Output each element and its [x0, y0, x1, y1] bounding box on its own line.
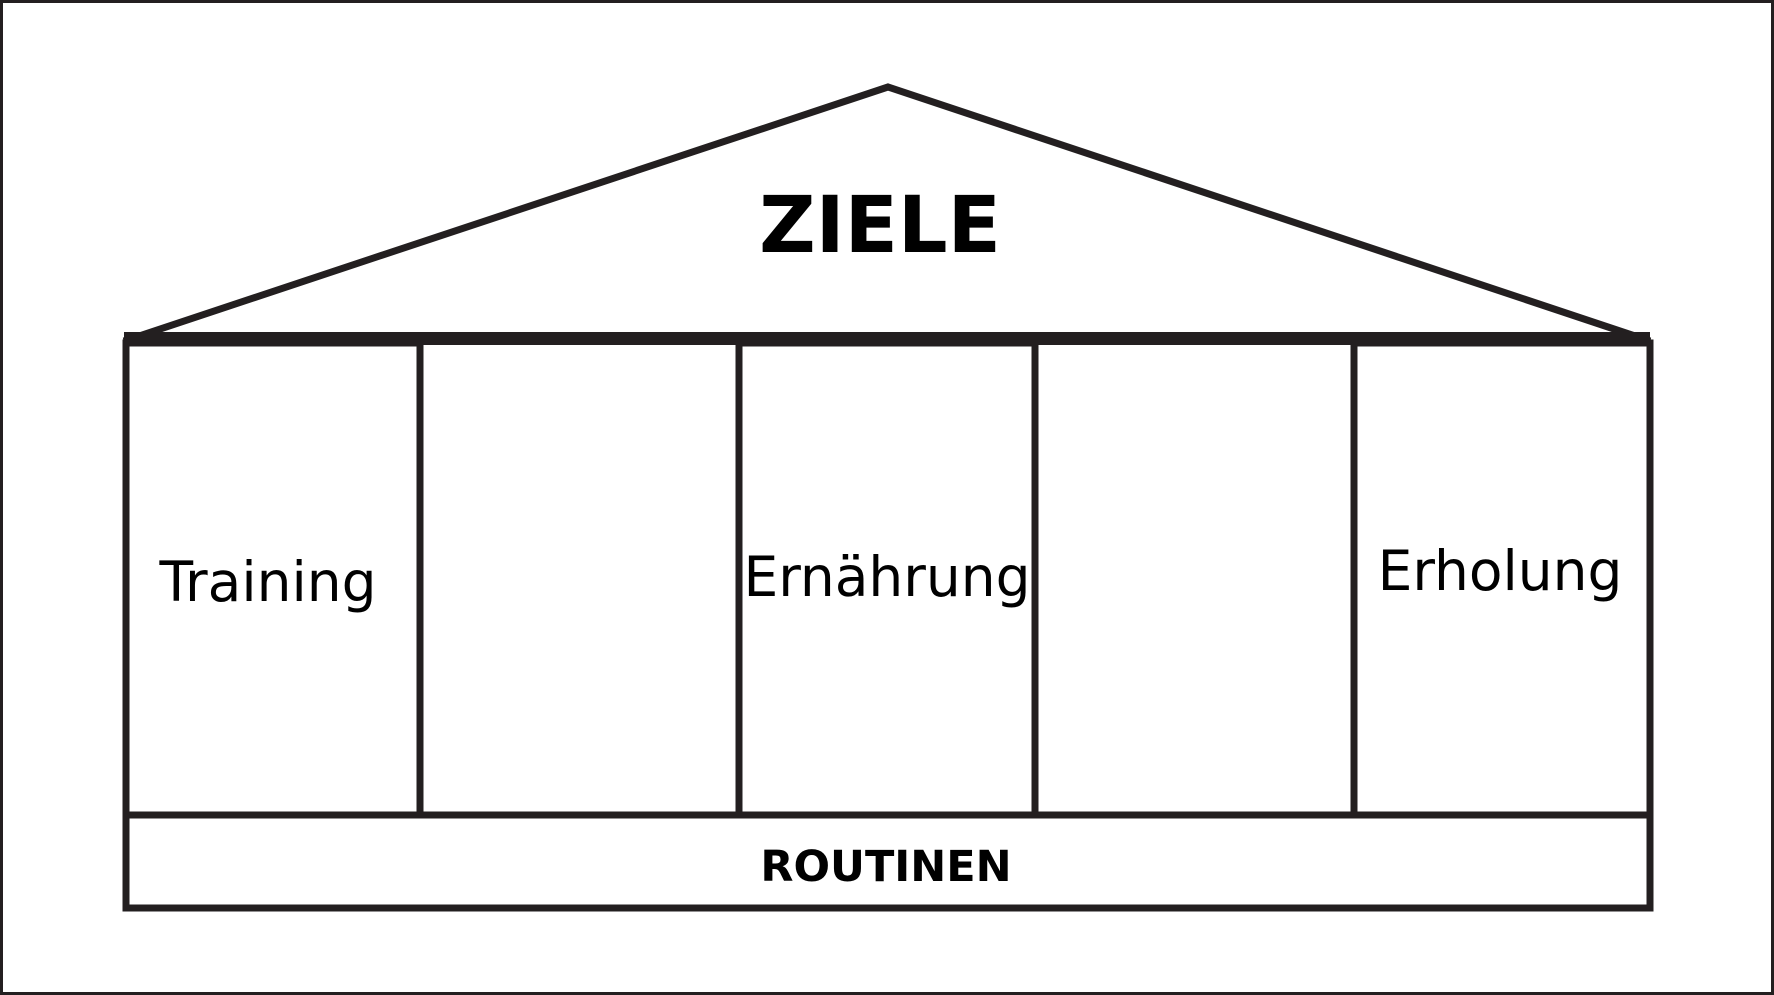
- foundation-label: ROUTINEN: [760, 842, 1011, 892]
- pillar-label-training: Training: [158, 550, 376, 614]
- pillar-label-ernaehrung: Ernährung: [743, 545, 1030, 609]
- pillar-label-erholung: Erholung: [1378, 539, 1623, 603]
- pillar-gap-1: [416, 334, 743, 819]
- pillar-gap-2: [1031, 334, 1358, 819]
- foundation-box: [122, 811, 1654, 912]
- roof-label: ZIELE: [759, 181, 1001, 271]
